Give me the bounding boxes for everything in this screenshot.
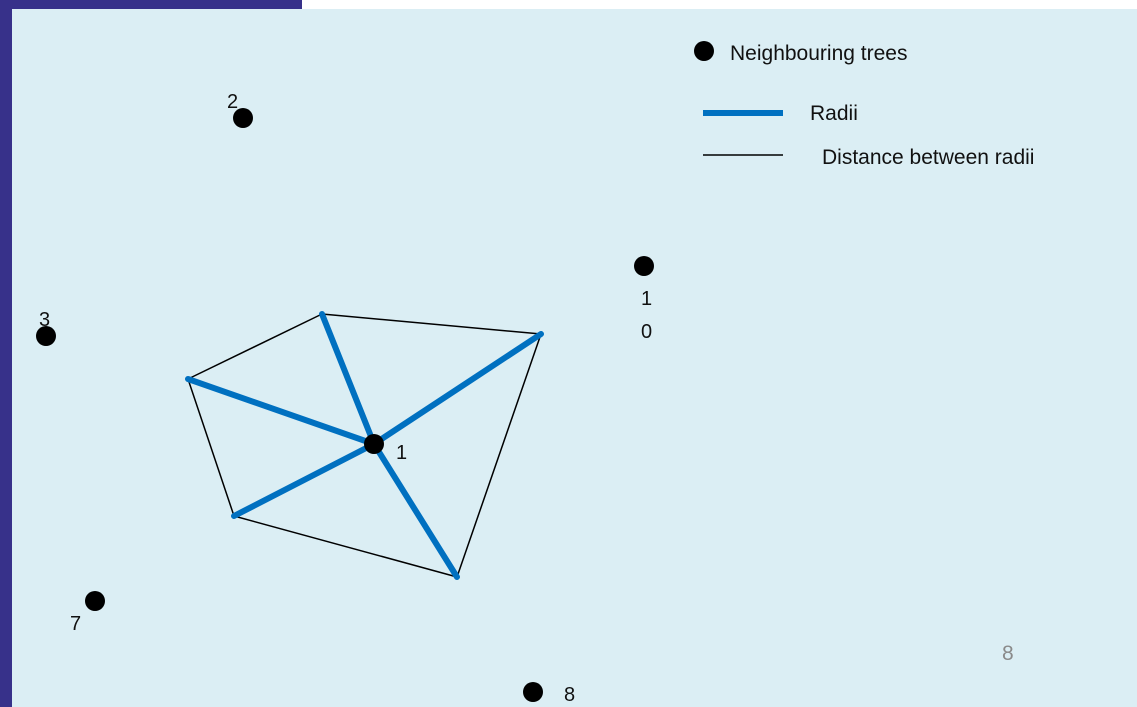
radius-top xyxy=(319,311,377,447)
tree-7-label: 7 xyxy=(70,613,81,635)
edge-upper-left xyxy=(187,313,323,380)
center-tree-dot xyxy=(364,434,384,454)
radius-left xyxy=(185,376,377,447)
radii xyxy=(185,311,544,580)
tree-8-label: 8 xyxy=(564,684,575,706)
legend-distance-label: Distance between radii xyxy=(822,146,1034,169)
page-number: 8 xyxy=(1002,642,1014,665)
distance-edges xyxy=(187,313,542,578)
top-frame-bar xyxy=(0,0,302,9)
legend-radii-label: Radii xyxy=(810,102,858,125)
tree-10-label-line2: 0 xyxy=(641,321,652,343)
edge-left xyxy=(187,378,235,517)
edge-top xyxy=(321,313,542,335)
tree-8-dot xyxy=(523,682,543,702)
radius-bottom-right xyxy=(371,441,460,580)
edge-right xyxy=(456,333,542,578)
edge-bottom xyxy=(233,515,458,578)
legend-tree-dot-icon xyxy=(694,41,714,61)
tree-3-label: 3 xyxy=(39,309,50,331)
radius-bottom-left xyxy=(231,441,377,519)
center-tree-label: 1 xyxy=(396,442,407,464)
tree-3-dot xyxy=(36,326,56,346)
left-frame-bar xyxy=(0,0,12,707)
radius-right xyxy=(371,331,544,447)
top-white-strip xyxy=(302,0,1137,9)
tree-2-dot xyxy=(233,108,253,128)
legend: Neighbouring trees Radii Distance betwee… xyxy=(694,41,1034,169)
tree-7-dot xyxy=(85,591,105,611)
legend-neighbouring-trees-label: Neighbouring trees xyxy=(730,42,907,65)
tree-10-dot xyxy=(634,256,654,276)
tree-10-label-line1: 1 xyxy=(641,288,652,310)
tree-2-label: 2 xyxy=(227,91,238,113)
